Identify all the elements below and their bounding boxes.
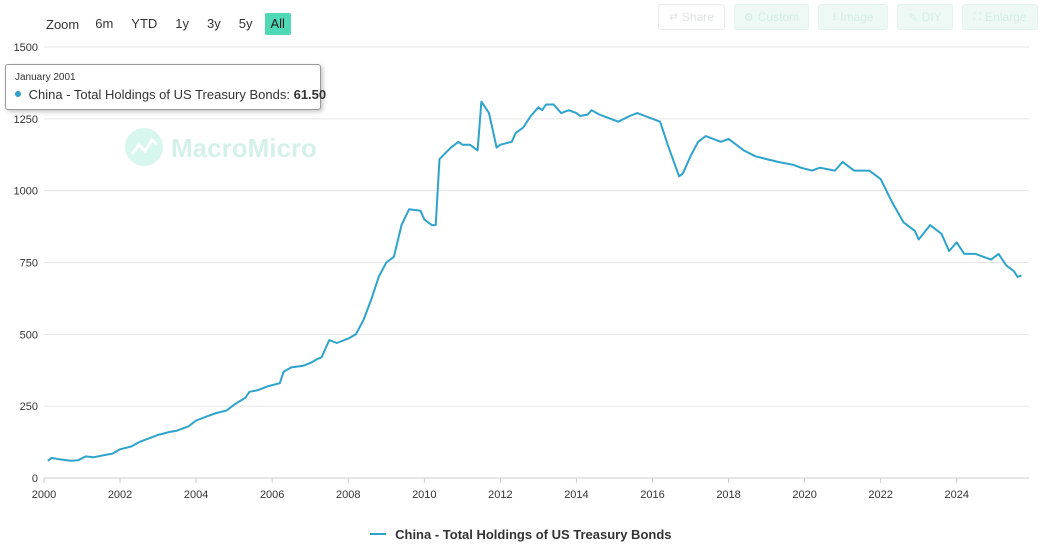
zoom-3y-button[interactable]: 3y bbox=[207, 16, 221, 31]
share-button[interactable]: ⮂ Share bbox=[658, 4, 725, 30]
x-tick-label: 2022 bbox=[868, 489, 892, 501]
gear-icon: ⚙ bbox=[743, 11, 754, 24]
y-tick-label: 250 bbox=[20, 401, 38, 413]
x-tick-label: 2006 bbox=[260, 489, 284, 501]
tooltip-line: China - Total Holdings of US Treasury Bo… bbox=[15, 86, 326, 104]
custom-button[interactable]: ⚙ Custom bbox=[734, 4, 809, 30]
axes: 0 250 500 750 1000 1250 1500 2000 2002 2004 2006 20… bbox=[14, 42, 969, 501]
watermark-text: MacroMicro bbox=[171, 133, 317, 163]
y-tick-label: 750 bbox=[20, 258, 38, 270]
x-tick-label: 2020 bbox=[792, 489, 816, 501]
share-icon: ⮂ bbox=[669, 10, 678, 23]
pencil-icon: ✎ bbox=[908, 11, 918, 24]
chart-toolbar: ⮂ Share ⚙ Custom ⭳ Image ✎ DIY ⛶ Enlarge bbox=[658, 4, 1038, 30]
enlarge-button[interactable]: ⛶ Enlarge bbox=[962, 4, 1038, 30]
custom-label: Custom bbox=[757, 10, 800, 24]
diy-button[interactable]: ✎ DIY bbox=[897, 4, 953, 30]
data-tooltip: January 2001 China - Total Holdings of U… bbox=[5, 64, 326, 110]
image-label: Image bbox=[840, 10, 874, 24]
macromicro-logo-icon bbox=[125, 128, 163, 166]
logo-chart-icon bbox=[130, 137, 158, 155]
x-tick-label: 2004 bbox=[184, 489, 208, 501]
chart-legend[interactable]: China - Total Holdings of US Treasury Bo… bbox=[0, 527, 1042, 542]
image-button[interactable]: ⭳ Image bbox=[818, 4, 888, 30]
zoom-ytd-button[interactable]: YTD bbox=[131, 16, 158, 31]
legend-swatch-icon bbox=[370, 533, 387, 535]
legend-label: China - Total Holdings of US Treasury Bo… bbox=[395, 527, 672, 542]
download-icon: ⭳ bbox=[832, 10, 837, 23]
expand-icon: ⛶ bbox=[973, 10, 982, 23]
zoom-6m-button[interactable]: 6m bbox=[95, 16, 114, 31]
y-tick-label: 1500 bbox=[14, 42, 38, 54]
x-tick-label: 2002 bbox=[108, 489, 132, 501]
y-tick-label: 0 bbox=[32, 473, 38, 485]
x-tick-label: 2016 bbox=[640, 489, 664, 501]
zoom-range-selector: Zoom 6m YTD 1y 3y 5y All bbox=[46, 13, 297, 35]
x-tick-label: 2000 bbox=[32, 489, 56, 501]
diy-label: DIY bbox=[921, 10, 942, 24]
enlarge-label: Enlarge bbox=[985, 10, 1027, 24]
tooltip-series-name: China - Total Holdings of US Treasury Bo… bbox=[28, 87, 290, 102]
x-tick-label: 2014 bbox=[564, 489, 588, 501]
x-tick-label: 2012 bbox=[488, 489, 512, 501]
zoom-5y-button[interactable]: 5y bbox=[238, 16, 253, 31]
tooltip-value: 61.50 bbox=[293, 87, 327, 102]
series-layer bbox=[47, 100, 1022, 462]
gridlines bbox=[44, 46, 1029, 479]
x-tick-label: 2024 bbox=[944, 489, 968, 501]
zoom-label: Zoom bbox=[46, 16, 80, 32]
y-tick-label: 1000 bbox=[14, 186, 38, 198]
x-tick-label: 2008 bbox=[336, 489, 360, 501]
zoom-1y-button[interactable]: 1y bbox=[175, 16, 190, 31]
zoom-all-button[interactable]: All bbox=[264, 13, 291, 35]
x-tick-label: 2018 bbox=[716, 489, 740, 501]
y-tick-label: 500 bbox=[20, 329, 38, 341]
series-line[interactable] bbox=[47, 100, 1022, 462]
series-dot-icon bbox=[15, 91, 21, 97]
macromicro-watermark: MacroMicro bbox=[125, 128, 317, 166]
tooltip-date: January 2001 bbox=[15, 72, 76, 83]
share-label: Share bbox=[681, 10, 714, 24]
y-tick-label: 1250 bbox=[14, 114, 38, 126]
x-tick-label: 2010 bbox=[412, 489, 436, 501]
